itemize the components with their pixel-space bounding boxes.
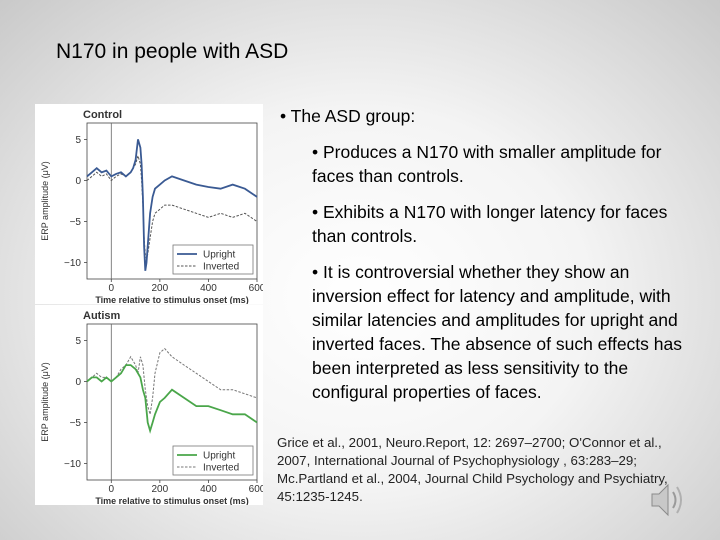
autism-ytick-label: 5 bbox=[75, 336, 81, 347]
control-ytick-label: 0 bbox=[75, 176, 81, 187]
slide-title: N170 in people with ASD bbox=[56, 40, 289, 63]
autism-xaxis-label: Time relative to stimulus onset (ms) bbox=[95, 496, 248, 505]
control-xtick-label: 0 bbox=[109, 283, 115, 294]
control-erp-chart: Control 5 0 −5 −10 0 200 400 600 Time relative to… bbox=[35, 104, 263, 304]
autism-legend-label-upright: Upright bbox=[203, 451, 235, 462]
control-legend-box bbox=[172, 244, 254, 275]
control-xtick-label: 600 bbox=[249, 283, 263, 294]
control-ytick-label: −5 bbox=[70, 217, 82, 228]
autism-ytick-label: 0 bbox=[75, 377, 81, 388]
autism-erp-chart: Autism 5 0 −5 −10 0 200 400 600 Time relative to … bbox=[35, 305, 263, 505]
autism-chart-title: Autism bbox=[83, 310, 121, 322]
autism-plot-frame bbox=[86, 323, 258, 481]
control-yaxis-label: ERP amplitude (μV) bbox=[40, 161, 50, 241]
autism-series-upright bbox=[86, 364, 258, 434]
autism-legend-label-inverted: Inverted bbox=[203, 463, 239, 474]
control-series-inverted bbox=[86, 153, 258, 261]
autism-xtick-label: 200 bbox=[152, 484, 169, 495]
autism-xtick-label: 0 bbox=[109, 484, 115, 495]
bullet-smaller-amplitude: • Produces a N170 with smaller amplitude… bbox=[312, 142, 662, 186]
control-chart-title: Control bbox=[83, 109, 122, 121]
control-ytick-label: −10 bbox=[64, 258, 81, 269]
control-series-upright bbox=[86, 139, 258, 271]
bullet-inversion-effect: • It is controversial whether they show … bbox=[312, 262, 682, 402]
autism-yaxis-label: ERP amplitude (μV) bbox=[40, 362, 50, 442]
autism-ytick-label: −5 bbox=[70, 418, 82, 429]
autism-xtick-label: 400 bbox=[200, 484, 217, 495]
speaker-icon[interactable] bbox=[648, 478, 688, 527]
control-legend-label-inverted: Inverted bbox=[203, 262, 239, 273]
control-legend-label-upright: Upright bbox=[203, 250, 235, 261]
autism-xtick-label: 600 bbox=[249, 484, 263, 495]
control-ytick-label: 5 bbox=[75, 135, 81, 146]
control-xtick-label: 200 bbox=[152, 283, 169, 294]
references: Grice et al., 2001, Neuro.Report, 12: 26… bbox=[277, 435, 668, 504]
autism-ytick-label: −10 bbox=[64, 459, 81, 470]
bullet-asd-group: • The ASD group: bbox=[280, 106, 416, 126]
autism-legend-box bbox=[172, 445, 254, 476]
bullet-longer-latency: • Exhibits a N170 with longer latency fo… bbox=[312, 202, 668, 246]
control-xtick-label: 400 bbox=[200, 283, 217, 294]
control-xaxis-label: Time relative to stimulus onset (ms) bbox=[95, 295, 248, 304]
control-plot-frame bbox=[86, 122, 258, 280]
